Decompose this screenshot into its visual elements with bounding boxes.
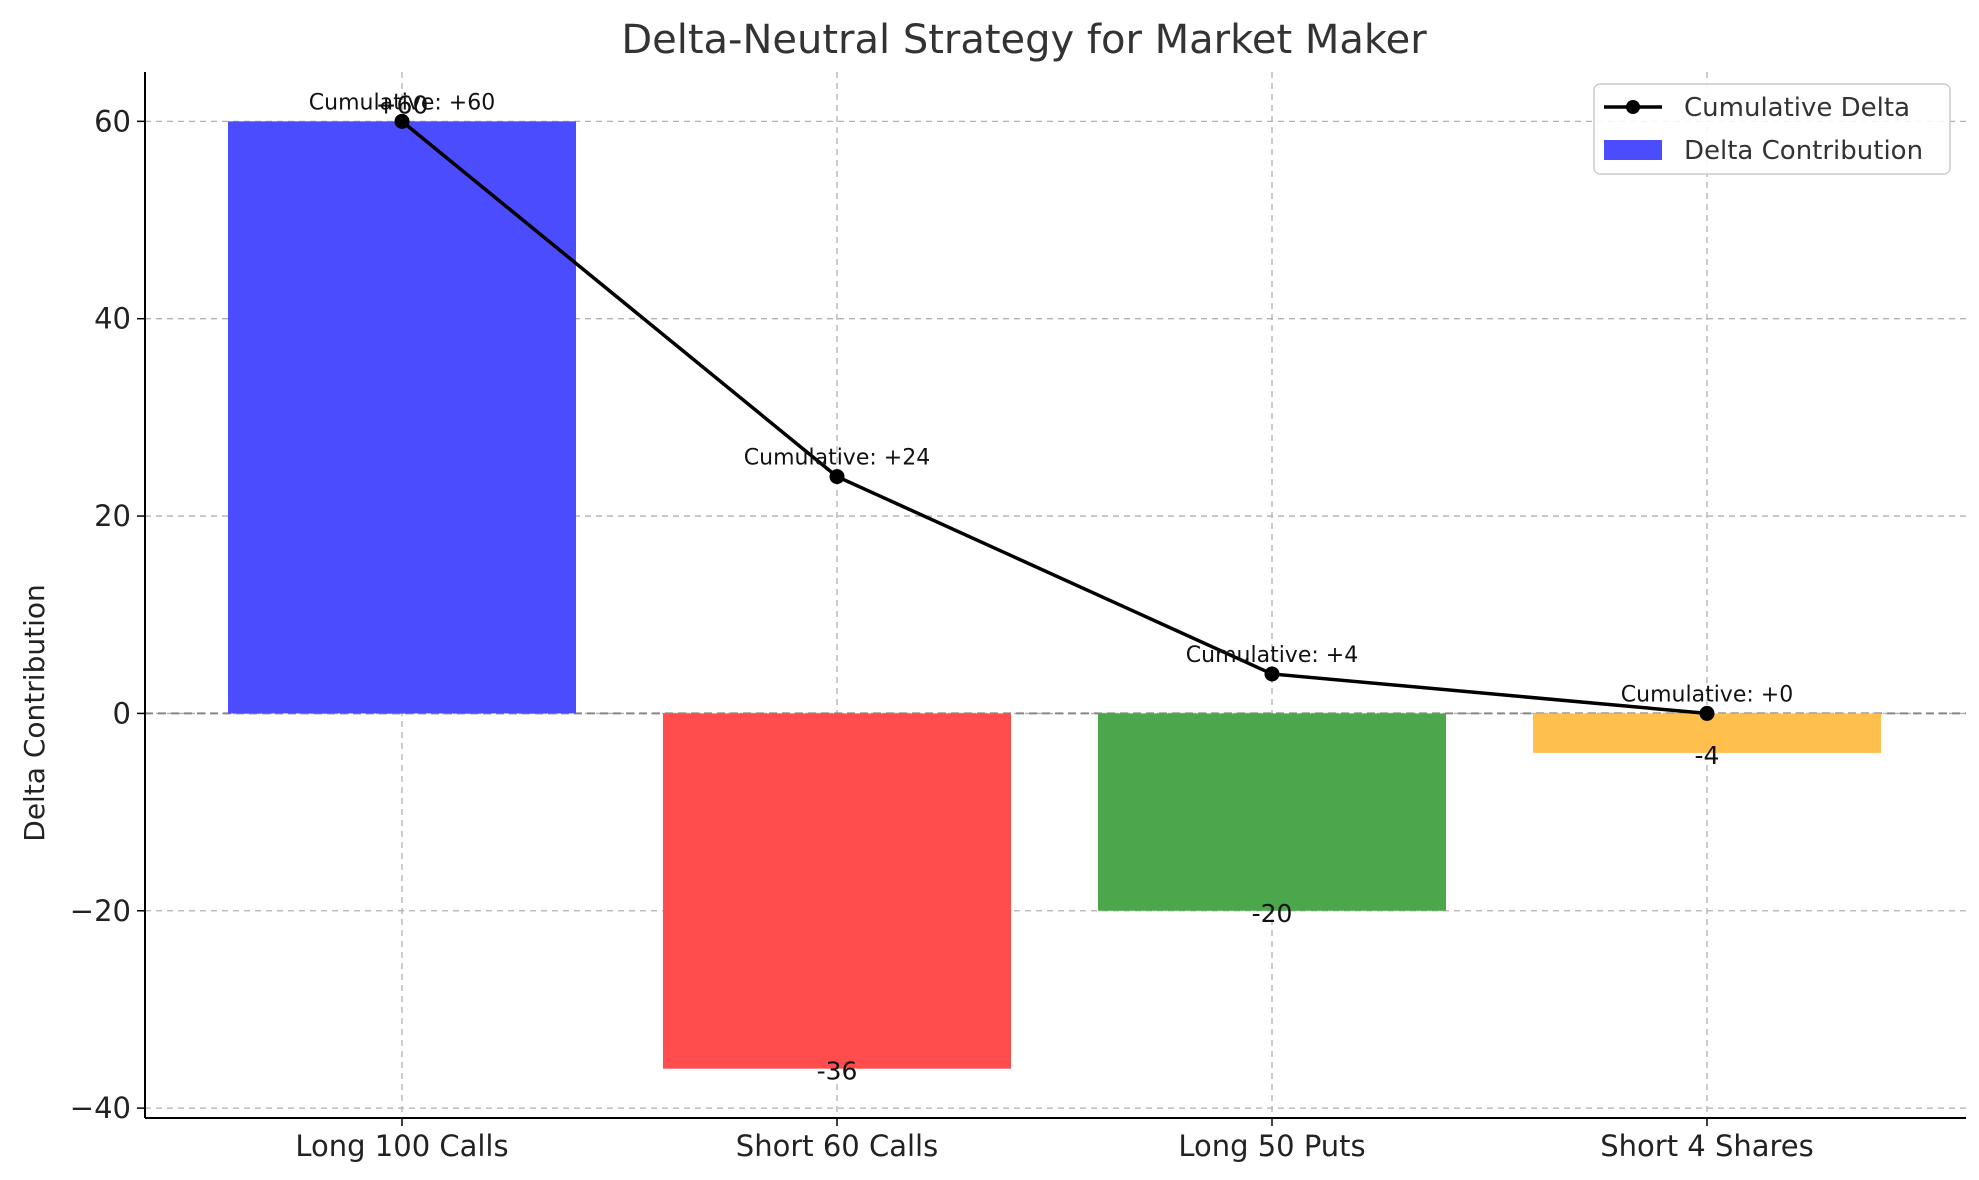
x-tick-label: Short 4 Shares (1600, 1129, 1814, 1163)
cumulative-point (829, 469, 845, 485)
cumulative-point (1264, 666, 1280, 682)
bar (228, 121, 576, 714)
bar-value-label: -4 (1695, 741, 1720, 770)
y-tick-label: 20 (94, 499, 131, 533)
chart-title: Delta-Neutral Strategy for Market Maker (621, 17, 1427, 63)
legend-marker-swatch (1626, 100, 1640, 114)
tick-labels: −40 −20 0 20 40 60 Long 100 Calls Short 60 Call… (70, 104, 1814, 1163)
x-tick-label: Long 100 Calls (295, 1129, 508, 1163)
legend-frame (1593, 83, 1951, 175)
legend-cumulative-delta: Cumulative Delta (1684, 93, 1910, 123)
y-tick-label: 40 (94, 302, 131, 336)
y-axis-label: Delta Contribution (18, 584, 51, 841)
x-tick-label: Short 60 Calls (736, 1129, 938, 1163)
legend: Cumulative Delta Delta Contribution (1593, 83, 1951, 175)
y-tick-label: 0 (113, 696, 131, 730)
cumulative-point (1699, 705, 1715, 721)
cumulative-label: Cumulative: +4 (1186, 643, 1358, 668)
bar-value-label: -20 (1252, 899, 1293, 928)
cumulative-line (394, 113, 1715, 721)
cumulative-label: Cumulative: +24 (744, 446, 930, 471)
bar (1098, 713, 1446, 911)
cumulative-labels: Cumulative: +60 Cumulative: +24 Cumulative… (309, 90, 1793, 707)
bar-value-labels: +60-36-20-4 (376, 90, 1720, 1085)
legend-bar-swatch (1604, 140, 1662, 160)
cumulative-label: Cumulative: +60 (309, 90, 495, 115)
bar (663, 713, 1011, 1069)
y-tick-label: 60 (94, 104, 131, 138)
y-tick-label: −20 (70, 894, 131, 928)
cumulative-delta-line (400, 119, 1708, 716)
cumulative-point (394, 113, 410, 129)
x-tick-label: Long 50 Puts (1178, 1129, 1365, 1163)
cumulative-label: Cumulative: +0 (1621, 682, 1793, 707)
bars (228, 121, 1881, 1069)
bar-value-label: -36 (817, 1057, 858, 1086)
y-tick-label: −40 (70, 1091, 131, 1125)
legend-delta-contribution: Delta Contribution (1684, 136, 1923, 166)
axes (137, 72, 1966, 1126)
